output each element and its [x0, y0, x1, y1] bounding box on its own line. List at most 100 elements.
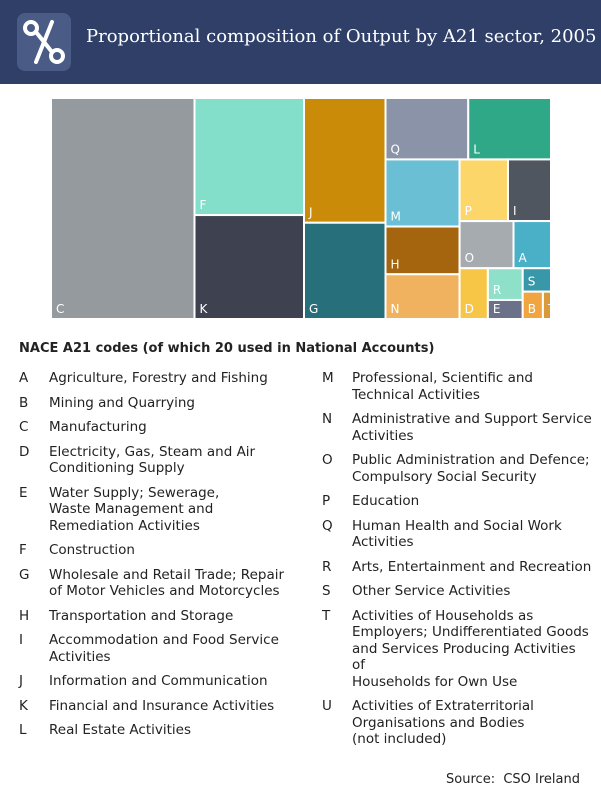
description: Manufacturing — [49, 419, 147, 435]
legend-item: Q Human Health and Social Work Activities — [322, 518, 592, 551]
legend-item: M Professional, Scientific and Technical … — [322, 370, 592, 403]
description: Education — [352, 493, 420, 509]
description: Administrative and Support Service Activ… — [352, 411, 592, 444]
header: Proportional composition of Output by A2… — [0, 0, 601, 84]
cell-label: J — [308, 206, 313, 220]
cell-label: P — [465, 204, 472, 218]
description: Transportation and Storage — [49, 607, 234, 624]
description: Accommodation and Food Service Activitie… — [49, 632, 279, 665]
legend-item: T Activities of Households as Employers; … — [322, 608, 592, 691]
treemap-cell — [193, 97, 305, 217]
description: Public Administration and Defence; Compu… — [352, 452, 590, 485]
description: Electricity, Gas, Steam and Air Conditio… — [49, 443, 256, 477]
logo — [17, 13, 71, 71]
legend-item: N Administrative and Support Service Acti… — [322, 411, 592, 444]
code: O — [322, 452, 333, 468]
treemap-cell — [303, 221, 387, 320]
code: A — [19, 370, 29, 386]
cell-label: K — [200, 302, 209, 316]
treemap-cell — [384, 273, 461, 321]
description: Water Supply; Sewerage, Waste Management… — [49, 484, 220, 534]
description: Wholesale and Retail Trade; Repair of Mo… — [49, 566, 285, 600]
code: D — [19, 443, 30, 460]
code: R — [322, 558, 332, 575]
legend-item: O Public Administration and Defence; Comp… — [322, 452, 592, 485]
legend-item: B Mining and Quarrying — [19, 395, 289, 412]
code: B — [19, 394, 29, 411]
code: Q — [322, 517, 333, 534]
legend-item: E Water Supply; Sewerage, Waste Managemen… — [19, 485, 289, 535]
cell-label: H — [391, 257, 400, 271]
cell-label: C — [56, 302, 64, 316]
cell-label: S — [528, 275, 536, 289]
legend-item: K Financial and Insurance Activities — [19, 698, 289, 715]
cell-label: L — [473, 142, 480, 156]
cell-label: T — [547, 302, 556, 316]
description: Construction — [49, 542, 135, 558]
cell-label: I — [513, 204, 517, 218]
cell-label: G — [309, 302, 318, 316]
code: H — [19, 607, 30, 624]
code: N — [322, 411, 333, 427]
description: Human Health and Social Work Activities — [352, 517, 562, 551]
code: C — [19, 419, 29, 435]
code: G — [19, 566, 30, 583]
treemap: C F K J G Q L M H N P I O A D RE SB T — [50, 97, 556, 321]
cell-label: A — [519, 251, 528, 265]
legend-item: J Information and Communication — [19, 673, 289, 690]
legend-item: U Activities of Extraterritorial Organisa… — [322, 698, 592, 748]
code: M — [322, 370, 334, 386]
description: Real Estate Activities — [49, 722, 192, 738]
legend-item: F Construction — [19, 542, 289, 559]
description: Other Service Activities — [352, 583, 511, 599]
cell-label: R — [493, 283, 501, 297]
legend-item: I Accommodation and Food Service Activiti… — [19, 632, 289, 665]
description: Activities of Extraterritorial Organisat… — [352, 698, 534, 747]
legend-item: L Real Estate Activities — [19, 722, 289, 739]
treemap-cell — [541, 290, 553, 321]
legend-column: A Agriculture, Forestry and Fishing B Minin… — [19, 370, 289, 739]
legend-item: A Agriculture, Forestry and Fishing — [19, 370, 289, 387]
treemap-cell — [506, 158, 552, 223]
chart-title: Proportional composition of Output by A2… — [86, 26, 597, 47]
cell-label: N — [391, 302, 400, 316]
cell-label: E — [493, 302, 501, 316]
cell-label: D — [465, 302, 474, 316]
code: I — [19, 632, 23, 648]
legend-column: M Professional, Scientific and Technical … — [322, 370, 592, 748]
code: K — [19, 697, 28, 714]
legend-item: G Wholesale and Retail Trade; Repair of M… — [19, 567, 289, 600]
description: Financial and Insurance Activities — [49, 697, 275, 714]
cell-label: B — [528, 302, 536, 316]
cell-label: F — [200, 198, 207, 212]
legend-item: H Transportation and Storage — [19, 608, 289, 625]
description: Mining and Quarrying — [49, 394, 195, 411]
legend-item: R Arts, Entertainment and Recreation — [322, 559, 592, 576]
source: Source: CSO Ireland — [446, 772, 580, 787]
treemap-cell — [303, 97, 387, 224]
treemap-cell — [193, 214, 305, 320]
legend-item: P Education — [322, 493, 592, 510]
description: Agriculture, Forestry and Fishing — [49, 370, 268, 386]
code: P — [322, 493, 331, 509]
code: S — [322, 583, 331, 599]
code: U — [322, 698, 332, 714]
code: T — [322, 607, 331, 624]
description: Activities of Households as Employers; U… — [352, 607, 589, 690]
description: Information and Communication — [49, 673, 268, 689]
legend-item: D Electricity, Gas, Steam and Air Conditi… — [19, 444, 289, 477]
treemap-cell — [50, 97, 196, 320]
cell-label: Q — [391, 142, 400, 156]
code: J — [19, 673, 23, 689]
code: L — [19, 722, 27, 738]
description: Professional, Scientific and Technical A… — [352, 370, 533, 403]
cell-label: M — [391, 210, 401, 224]
treemap-cell — [512, 220, 553, 270]
legend-item: S Other Service Activities — [322, 583, 592, 600]
code: E — [19, 484, 28, 501]
description: Arts, Entertainment and Recreation — [352, 558, 592, 575]
legend-item: C Manufacturing — [19, 419, 289, 436]
cell-label: O — [465, 251, 474, 265]
legend-heading: NACE A21 codes (of which 20 used in Nati… — [19, 341, 435, 356]
